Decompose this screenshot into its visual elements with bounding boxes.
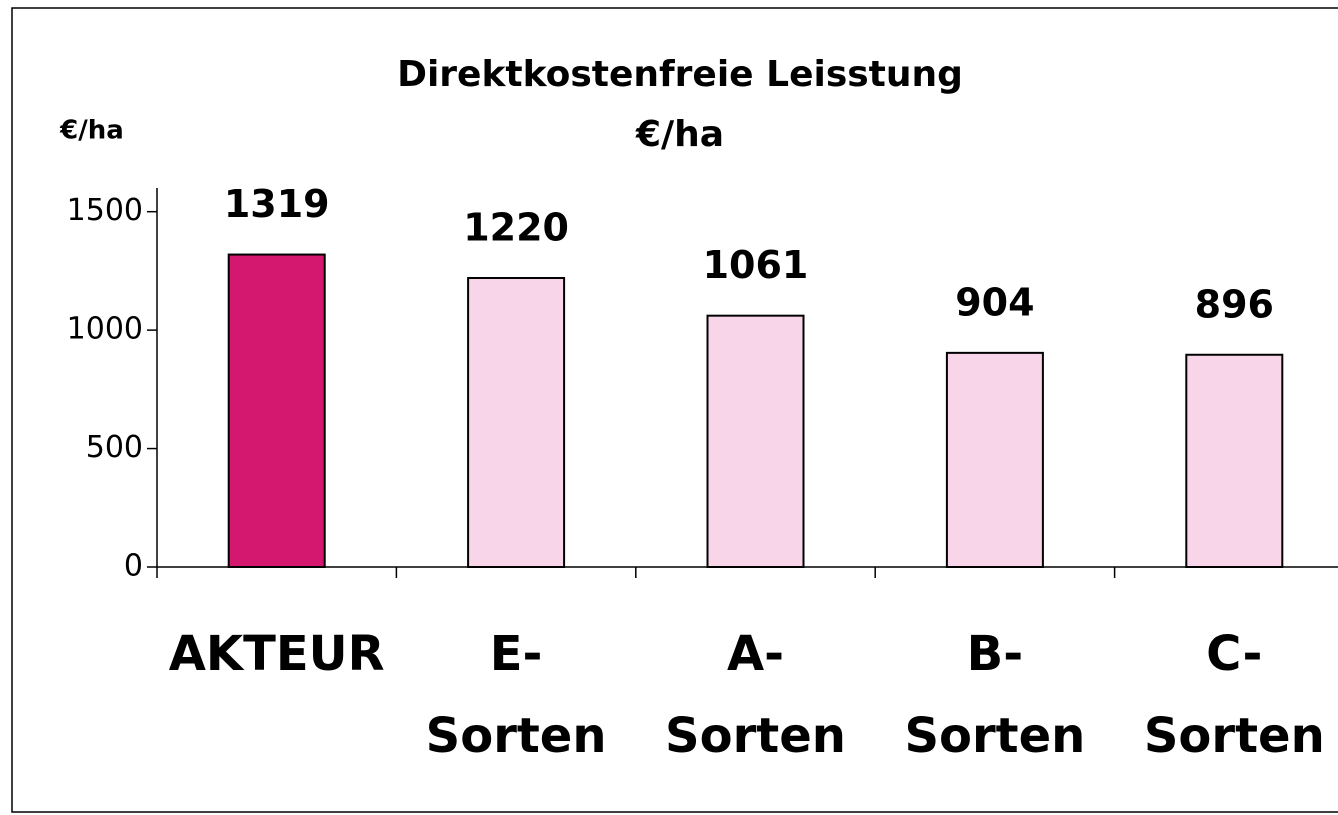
x-tick-label: Sorten: [426, 708, 607, 764]
value-label: 1220: [463, 206, 569, 250]
y-axis-label: €/ha: [59, 116, 124, 146]
bar: [1185, 353, 1284, 569]
x-tick-label: Sorten: [665, 708, 846, 764]
x-tick-label: B-: [967, 626, 1024, 682]
chart-title: Direktkostenfreie Leisstung: [397, 54, 963, 95]
x-tick-label: Sorten: [1144, 708, 1325, 764]
y-tick-label: 500: [86, 430, 143, 465]
x-tick-label: E-: [490, 626, 543, 682]
value-label: 896: [1195, 282, 1274, 326]
y-tick-label: 1000: [67, 312, 143, 347]
chart-subtitle: €/ha: [635, 114, 724, 155]
bar: [467, 277, 566, 568]
value-label: 904: [955, 280, 1034, 324]
y-tick-label: 1500: [67, 193, 143, 228]
value-label: 1061: [703, 243, 809, 287]
bar: [945, 351, 1044, 568]
x-tick-label: AKTEUR: [169, 626, 385, 682]
y-tick-label: 0: [124, 549, 143, 584]
value-label: 1319: [224, 182, 330, 226]
bar: [227, 253, 326, 568]
frame: [11, 7, 1338, 813]
bar: [706, 314, 805, 568]
x-tick-label: C-: [1206, 626, 1262, 682]
x-tick-label: A-: [727, 626, 784, 682]
x-tick-label: Sorten: [904, 708, 1085, 764]
